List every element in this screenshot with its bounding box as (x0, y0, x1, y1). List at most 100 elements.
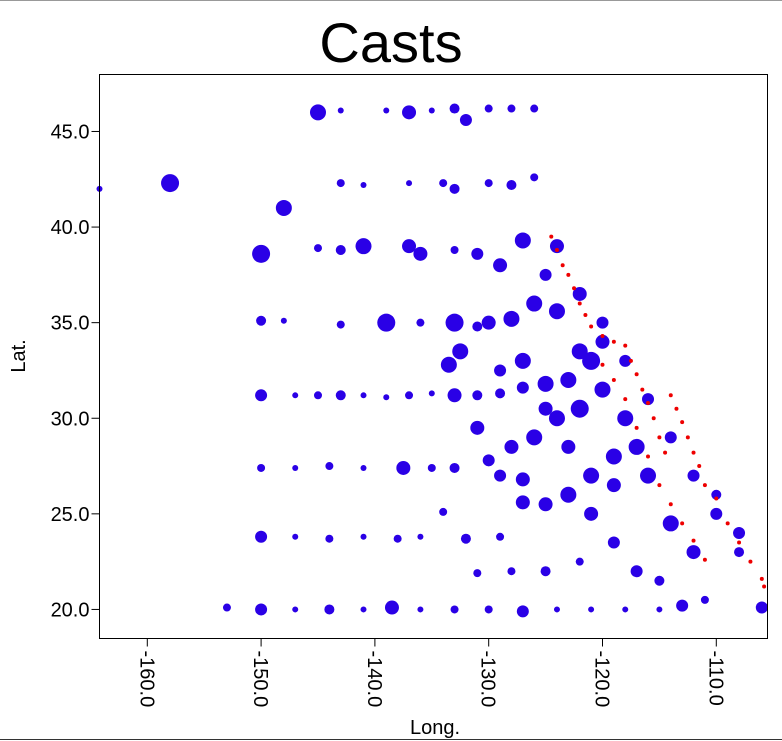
point (582, 351, 601, 370)
point (530, 104, 539, 113)
point (530, 173, 539, 182)
point (584, 506, 599, 521)
point (252, 244, 271, 263)
point (711, 489, 722, 500)
point (656, 606, 663, 613)
point (628, 358, 633, 363)
point (417, 533, 424, 540)
x-tick-label: -150.0 (249, 651, 271, 708)
point (506, 180, 517, 191)
point (538, 401, 553, 416)
point (309, 104, 326, 121)
point (762, 584, 767, 589)
point (687, 469, 700, 482)
point (337, 107, 344, 114)
point (292, 606, 299, 613)
point (674, 406, 679, 411)
point (575, 557, 584, 566)
point (428, 107, 435, 114)
point (577, 301, 582, 306)
point (417, 606, 424, 613)
point (686, 545, 701, 560)
point (470, 420, 485, 435)
point (360, 606, 367, 613)
x-tick-label: -120.0 (590, 651, 612, 708)
point (697, 464, 702, 469)
point (440, 356, 457, 373)
point (617, 410, 634, 427)
point (335, 245, 346, 256)
point (393, 534, 402, 543)
point (640, 467, 657, 484)
plot-frame (99, 74, 768, 639)
point (759, 576, 764, 581)
point (702, 483, 707, 488)
point (313, 244, 322, 253)
x-tick-label: -130.0 (477, 651, 499, 708)
point (413, 246, 428, 261)
point (445, 313, 464, 332)
point (325, 462, 334, 471)
point (447, 388, 462, 403)
point (484, 104, 493, 113)
point (450, 246, 459, 255)
point (336, 320, 345, 329)
point (553, 606, 560, 613)
point (472, 390, 483, 401)
point (583, 313, 588, 318)
point (449, 103, 460, 114)
point (161, 174, 180, 193)
point (589, 324, 594, 329)
point (600, 334, 605, 339)
point (691, 538, 696, 543)
point (516, 605, 529, 618)
point (734, 547, 745, 558)
point (548, 410, 565, 427)
point (755, 601, 768, 614)
point (256, 315, 267, 326)
point (607, 536, 620, 549)
point (651, 416, 656, 421)
point (537, 375, 554, 392)
point (515, 472, 530, 487)
point (680, 420, 685, 425)
point (280, 317, 287, 324)
point (680, 521, 685, 526)
point (496, 532, 505, 541)
point (383, 107, 390, 114)
point (516, 381, 529, 394)
point (325, 534, 334, 543)
y-tick-label: 40.0 (51, 217, 90, 239)
point (335, 390, 346, 401)
point (439, 507, 448, 516)
point (482, 454, 495, 467)
point (507, 104, 516, 113)
point (495, 388, 506, 399)
point (646, 400, 651, 405)
point (622, 606, 629, 613)
point (275, 199, 292, 216)
point (402, 239, 417, 254)
x-axis-label: Long. (410, 717, 460, 739)
point (605, 448, 622, 465)
point (572, 286, 587, 301)
point (405, 391, 414, 400)
point (733, 526, 746, 539)
point (691, 450, 696, 455)
point (360, 392, 367, 399)
point (255, 603, 268, 616)
point (668, 502, 673, 507)
point (222, 603, 231, 612)
point (450, 605, 459, 614)
y-tick-label: 35.0 (51, 313, 90, 335)
point (640, 387, 645, 392)
point (459, 114, 472, 127)
point (634, 372, 639, 377)
point (685, 435, 690, 440)
plot-area (96, 103, 768, 618)
point (572, 286, 577, 291)
point (452, 343, 469, 360)
point (714, 496, 719, 501)
point (481, 315, 496, 330)
point (595, 334, 610, 349)
